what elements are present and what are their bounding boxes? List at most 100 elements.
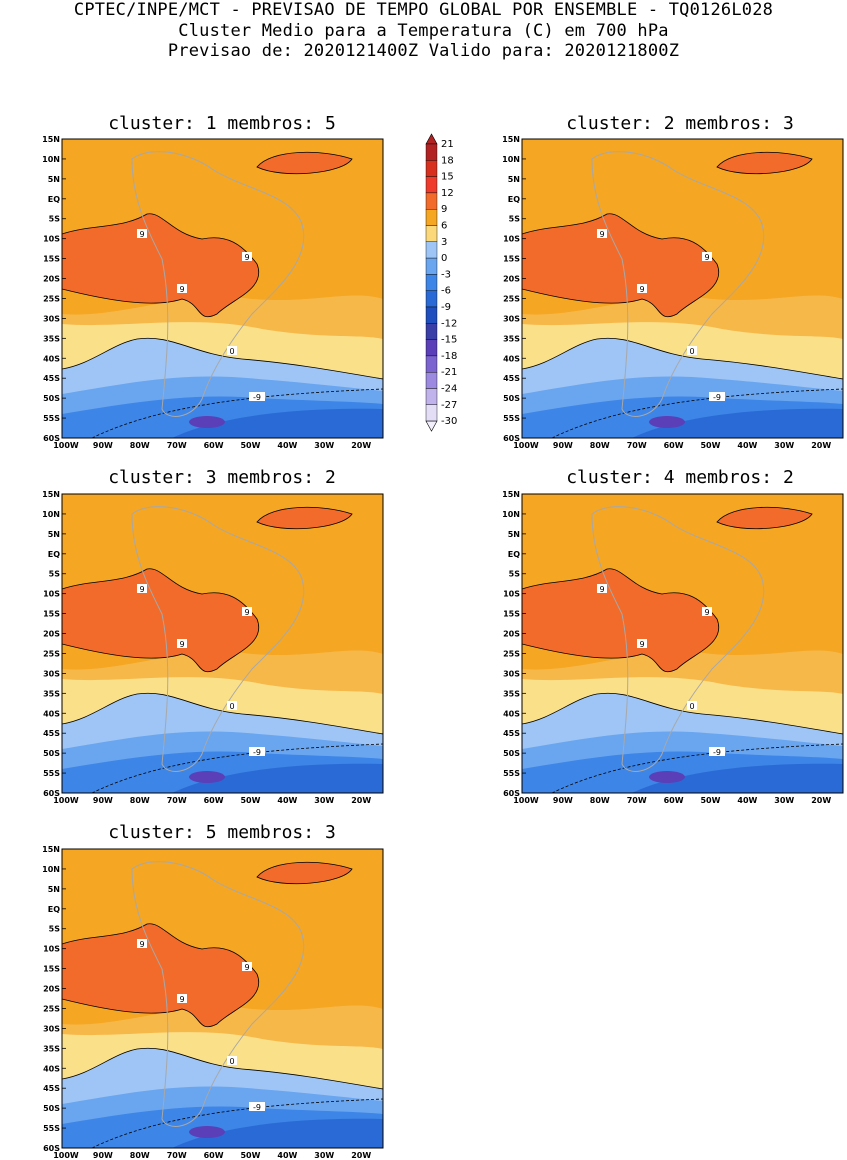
colorbar-swatch	[425, 355, 438, 373]
continent-outline	[131, 861, 305, 1127]
lat-tick-label: 10N	[42, 865, 60, 874]
contour-label-9b-bg	[702, 607, 712, 616]
contour-minus9	[91, 1098, 383, 1148]
contour-label-minus9-bg	[709, 392, 725, 401]
lon-tick-label: 80W	[130, 441, 150, 450]
temp-band-9-12	[62, 213, 260, 317]
lat-tick-label: 15N	[502, 135, 520, 144]
colorbar-swatch	[425, 225, 438, 242]
lat-tick-label: 25S	[503, 294, 520, 303]
lat-tick-label: 40S	[43, 709, 60, 718]
lat-tick-label: 5S	[49, 570, 61, 579]
temp-cold-core	[189, 1126, 225, 1138]
lat-tick-label: 60S	[503, 434, 520, 443]
contour-label-9c-bg	[177, 994, 187, 1003]
map-panel-4: 9 9 9 0 -9 15N 10N 5N EQ 5S 10S 15S 20S 25S 30S 35S 40S 4…	[502, 490, 844, 805]
lon-tick-label: 70W	[167, 1151, 187, 1160]
contour-zero	[62, 1047, 383, 1090]
lat-tick-label: 35S	[43, 334, 60, 343]
colorbar-level-label: 18	[441, 155, 454, 166]
contour-label-0: 0	[229, 347, 234, 356]
lat-tick-label: 15S	[503, 610, 520, 619]
colorbar-level-label: -3	[441, 269, 451, 280]
temp-band-minus12-minus9	[632, 408, 843, 438]
lon-tick-label: 20W	[351, 441, 371, 450]
colorbar-swatch	[425, 323, 438, 340]
lat-tick-label: 10S	[43, 235, 60, 244]
lat-tick-label: 30S	[43, 669, 60, 678]
colorbar-swatch	[425, 241, 438, 259]
temp-cold-core	[649, 416, 685, 428]
map-frame	[61, 493, 384, 794]
contour-label-9b: 9	[244, 963, 249, 972]
header-line-3: Previsao de: 2020121400Z Valido para: 20…	[167, 41, 680, 61]
lat-tick-label: 15S	[43, 610, 60, 619]
colorbar-top-arrow	[425, 133, 438, 145]
lat-tick-label: 30S	[503, 669, 520, 678]
lat-tick-label: 5N	[508, 530, 520, 539]
lon-tick-label: 100W	[53, 796, 79, 805]
colorbar-level-label: -21	[441, 367, 457, 378]
lon-tick-label: 50W	[240, 1151, 260, 1160]
lon-tick-label: 60W	[204, 1151, 224, 1160]
contour-label-0-bg	[227, 701, 237, 710]
lon-tick-label: 30W	[314, 796, 334, 805]
contour-label-0: 0	[229, 702, 234, 711]
lat-tick-label: 40S	[503, 709, 520, 718]
lat-tick-label: EQ	[508, 550, 520, 559]
contour-label-9c: 9	[179, 995, 184, 1004]
colorbar-level-label: -9	[441, 302, 451, 313]
contour-label-9c: 9	[639, 640, 644, 649]
lat-tick-label: 15S	[43, 965, 60, 974]
contour-label-9c: 9	[179, 285, 184, 294]
colorbar-swatch	[425, 371, 438, 389]
contour-label-9c-bg	[637, 284, 647, 293]
continent-outline	[591, 506, 765, 772]
contour-zero	[62, 337, 383, 380]
contour-zero	[62, 692, 383, 735]
lon-tick-label: 70W	[167, 796, 187, 805]
lat-tick-label: 10S	[503, 235, 520, 244]
map-panel-2: 9 9 9 0 -9 15N 10N 5N EQ 5S 10S 15S 20S 25S 30S 35S 40S 4…	[502, 135, 844, 450]
contour-label-9b-bg	[242, 252, 252, 261]
contour-label-minus9-bg	[249, 1102, 265, 1111]
temp-band-9-12	[716, 151, 813, 175]
lat-tick-label: 20S	[503, 275, 520, 284]
contour-label-minus9: -9	[713, 393, 721, 402]
temp-band-9-12	[716, 506, 813, 530]
lat-tick-label: 5N	[48, 530, 60, 539]
contour-label-0: 0	[229, 1057, 234, 1066]
contour-label-9a-bg	[597, 229, 607, 238]
lon-tick-label: 90W	[553, 441, 573, 450]
lon-tick-label: 90W	[93, 1151, 113, 1160]
lat-tick-label: 35S	[503, 689, 520, 698]
temp-cold-core	[189, 416, 225, 428]
contour-label-minus9: -9	[713, 748, 721, 757]
header-line-1: CPTEC/INPE/MCT - PREVISAO DE TEMPO GLOBA…	[73, 0, 774, 20]
contour-label-9b-bg	[242, 962, 252, 971]
contour-label-minus9: -9	[253, 1103, 261, 1112]
lon-tick-label: 70W	[627, 796, 647, 805]
contour-label-9c-bg	[177, 284, 187, 293]
contour-label-9b-bg	[702, 252, 712, 261]
lat-tick-label: 35S	[503, 334, 520, 343]
lat-tick-label: 55S	[43, 769, 60, 778]
lat-tick-label: 30S	[503, 314, 520, 323]
colorbar-swatch	[425, 274, 438, 291]
colorbar-swatch	[425, 192, 438, 210]
colorbar-swatch	[425, 306, 438, 324]
contour-label-9a-bg	[597, 584, 607, 593]
lat-tick-label: 10N	[42, 155, 60, 164]
lat-tick-label: 45S	[43, 1084, 60, 1093]
lon-tick-label: 20W	[351, 796, 371, 805]
lon-tick-label: 80W	[590, 441, 610, 450]
contour-minus9	[91, 743, 383, 793]
contour-label-0-bg	[687, 701, 697, 710]
lon-tick-label: 60W	[204, 796, 224, 805]
temp-band-9-12	[62, 568, 260, 672]
colorbar-level-label: 3	[441, 237, 447, 248]
contour-minus9	[91, 388, 383, 438]
lat-tick-label: 50S	[43, 1104, 60, 1113]
colorbar-swatch	[425, 404, 438, 422]
lon-tick-label: 70W	[627, 441, 647, 450]
